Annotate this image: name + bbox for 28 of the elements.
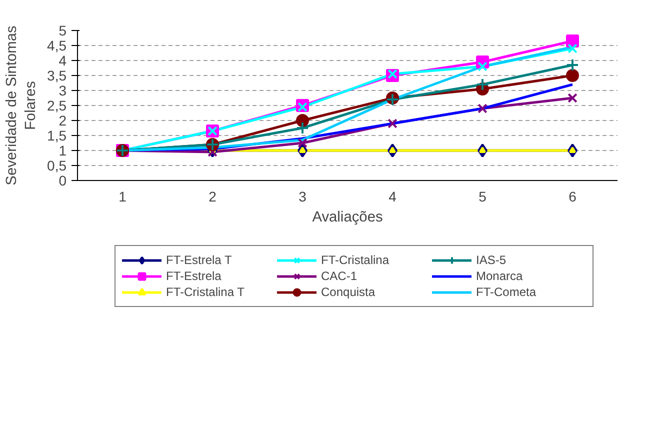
- y-tick-label: 3,5: [47, 68, 67, 84]
- x-tick-label: 1: [118, 188, 127, 204]
- x-tick-label: 4: [388, 188, 397, 204]
- y-axis-title: Severidade de Sintomas Folares: [4, 26, 40, 186]
- legend-label: FT-Estrela T: [166, 252, 233, 268]
- legend-label: FT-Cometa: [476, 284, 538, 300]
- legend-label: FT-Estrela: [166, 268, 222, 284]
- y-tick-label: 5: [58, 22, 67, 38]
- y-tick-label: 2,5: [47, 98, 67, 114]
- legend-label: CAC-1: [321, 268, 358, 284]
- y-tick-label: 3: [58, 82, 67, 98]
- legend-label: FT-Cristalina: [321, 252, 390, 268]
- x-tick-label: 3: [298, 188, 307, 204]
- y-tick-label: 2: [58, 112, 67, 128]
- legend-label: IAS-5: [476, 252, 508, 268]
- x-tick-label: 5: [478, 188, 487, 204]
- legend-label: FT-Cristalina T: [166, 284, 246, 300]
- x-tick-label: 6: [568, 188, 577, 204]
- y-tick-label: 4: [58, 52, 67, 68]
- legend-label: Monarca: [476, 268, 524, 284]
- x-axis-title: Avaliações: [312, 210, 383, 226]
- y-tick-label: 1,5: [47, 128, 67, 144]
- y-tick-label: 1: [58, 142, 67, 158]
- y-tick-label: 0: [58, 172, 67, 188]
- x-tick-label: 2: [208, 188, 217, 204]
- y-tick-label: 4,5: [47, 38, 67, 54]
- legend-label: Conquista: [321, 284, 376, 300]
- y-tick-label: 0,5: [47, 158, 67, 174]
